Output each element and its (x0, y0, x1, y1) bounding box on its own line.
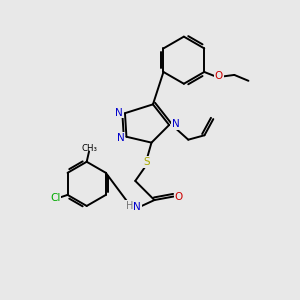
Text: S: S (144, 157, 150, 167)
Text: N: N (172, 119, 179, 129)
Text: N: N (134, 202, 141, 212)
Text: Cl: Cl (50, 193, 60, 203)
Text: N: N (115, 108, 123, 118)
Text: N: N (117, 133, 124, 143)
Text: CH₃: CH₃ (81, 144, 97, 153)
Text: O: O (175, 191, 183, 202)
Text: O: O (215, 71, 223, 81)
Text: H: H (126, 201, 134, 211)
